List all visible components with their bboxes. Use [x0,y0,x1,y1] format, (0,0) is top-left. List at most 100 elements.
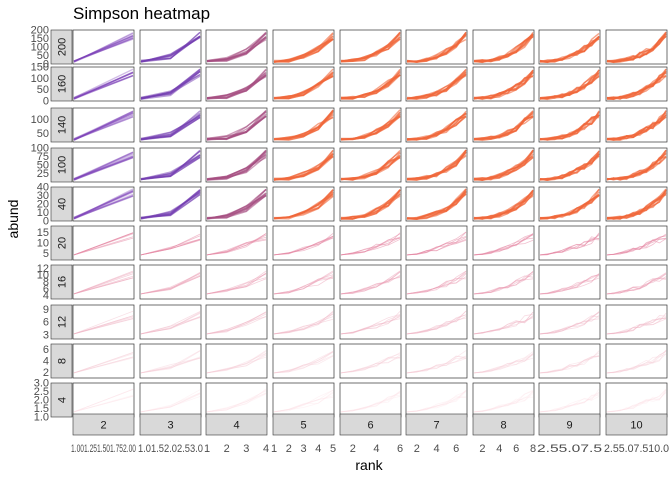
series-line [140,396,201,413]
panel-bg [473,344,534,378]
panel-border [139,147,202,183]
series-line [273,389,334,413]
series-line [206,272,267,295]
series-line [406,357,467,374]
panel-border [205,264,268,300]
series-line [406,389,467,413]
series-line [206,36,267,63]
series-line [73,74,134,99]
y-tick-label: 100 [31,143,49,155]
y-tick-label: 50 [37,160,49,172]
series-line [273,355,334,374]
series-line [473,194,534,220]
series-line [340,395,401,413]
col-strip-label-4: 4 [233,420,239,432]
series-line [606,317,667,335]
panel-border [72,343,135,379]
panel-border [339,264,402,300]
series-line [606,68,667,99]
panel-bg [206,67,267,101]
panel-series-200-8 [473,32,534,64]
panel-border [272,304,335,340]
series-line [606,389,667,413]
x-tick-label: 1 [271,443,277,455]
panel-bg [206,265,267,299]
row-strip-40 [50,186,73,222]
panel-series-12-4 [206,311,267,335]
y-tick-label: 2 [43,367,49,379]
panel-bg [206,383,267,417]
panel-series-12-5 [273,310,334,335]
col-strip-5 [272,413,335,436]
panel-border [405,147,468,183]
panel-bg [406,305,467,339]
panel-border [538,66,601,102]
series-line [206,389,267,413]
series-line [73,110,134,141]
panel-series-40-6 [340,189,401,220]
panel-series-160-10 [606,68,667,101]
panel-series-200-2 [73,32,134,63]
series-line [206,353,267,374]
series-line [340,357,401,374]
y-tick-label: 25 [37,168,49,180]
panel-series-16-10 [606,272,667,295]
panel-series-200-5 [273,32,334,63]
panel-bg [539,187,600,221]
series-line [140,156,201,180]
series-line [340,154,401,181]
panel-series-40-4 [206,188,267,220]
panel-border [139,107,202,143]
y-tick-label: 10 [37,238,49,250]
panel-series-160-9 [539,69,600,101]
series-line [406,34,467,63]
panel-border [205,225,268,261]
series-line [406,390,467,413]
x-tick-labels-9: 2.55.07.5 [537,443,602,455]
y-tick-label: 100 [31,42,49,54]
row-strip-label-12: 12 [57,316,69,328]
series-line [406,71,467,99]
series-line [73,151,134,181]
series-line [73,310,134,335]
series-line [73,356,134,374]
panel-series-20-8 [473,233,534,256]
panel-bg [606,187,667,221]
x-tick-label: 1 [204,443,210,455]
series-line [406,152,467,181]
panel-bg [273,187,334,221]
series-line [340,392,401,413]
panel-border [405,107,468,143]
panel-series-200-4 [206,31,267,63]
series-line [406,310,467,335]
series-line [406,191,467,221]
panel-border [205,29,268,65]
panel-border [605,66,668,102]
series-line [73,111,134,141]
series-line [73,277,134,295]
panel-series-8-3 [140,350,201,374]
series-line [539,74,600,101]
series-line [340,390,401,413]
panel-border [205,107,268,143]
panel-bg [206,226,267,260]
series-line [206,354,267,374]
series-line [73,188,134,220]
panel-series-4-5 [273,389,334,413]
panel-bg [606,108,667,142]
series-line [606,35,667,63]
col-strip-label-2: 2 [100,420,106,432]
panel-bg [606,30,667,64]
series-line [406,149,467,181]
panel-series-4-10 [606,388,667,413]
panel-border [472,264,535,300]
series-line [406,310,467,335]
panel-border [538,147,601,183]
series-line [606,149,667,181]
series-line [73,190,134,219]
y-tick-label: 2.5 [34,386,49,398]
y-tick-label: 1.5 [34,403,49,415]
series-line [73,316,134,335]
x-tick-label: 2 [479,443,485,455]
series-line [539,114,600,141]
